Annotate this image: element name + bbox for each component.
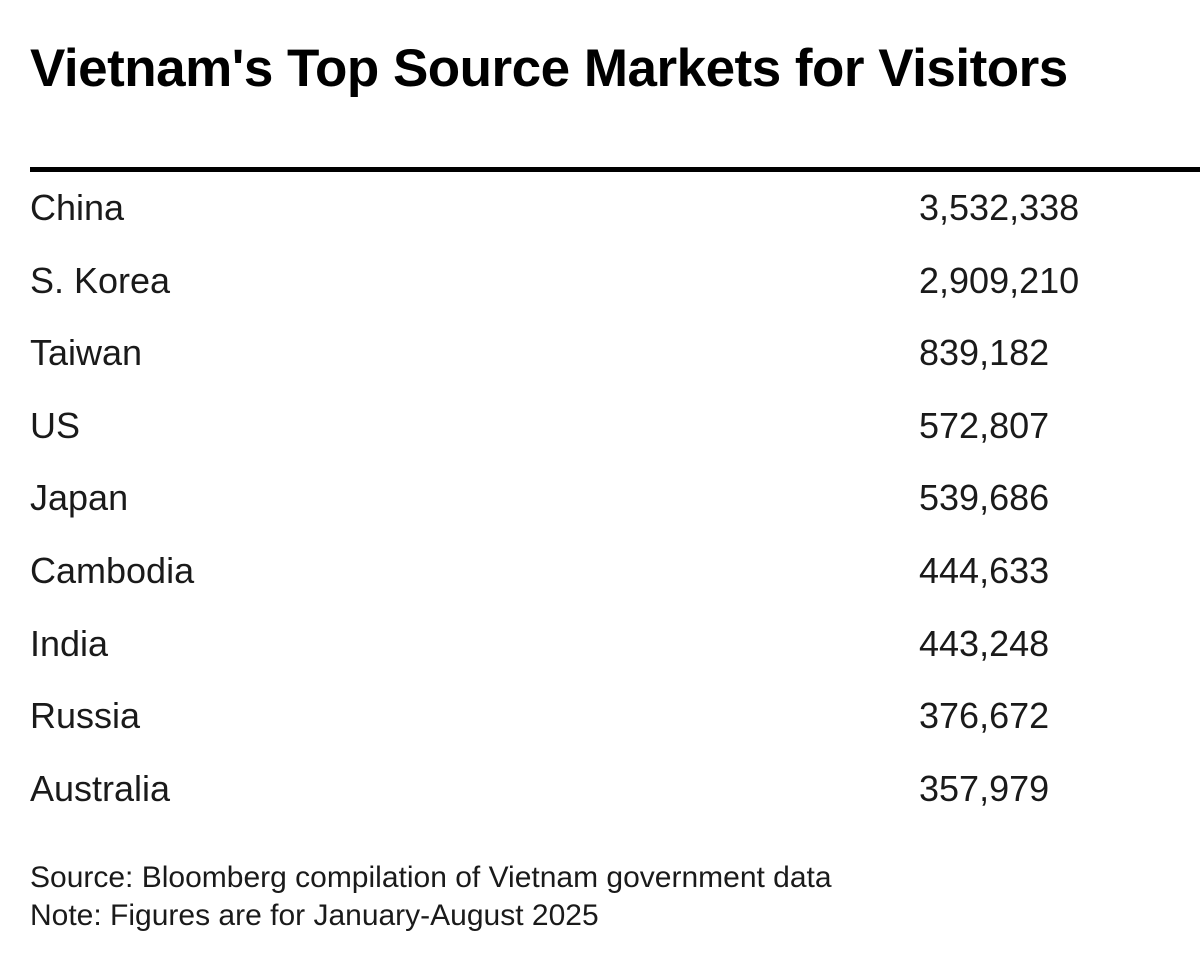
market-name-cell: Taiwan xyxy=(30,332,143,374)
source-note: Source: Bloomberg compilation of Vietnam… xyxy=(30,861,832,894)
visitor-count-cell: 357,979 xyxy=(919,767,1050,809)
table-row: Japan 539,686 xyxy=(30,462,1200,535)
table-row: US 572,807 xyxy=(30,390,1200,463)
market-name-cell: S. Korea xyxy=(30,259,171,301)
table-row: Taiwan 839,182 xyxy=(30,317,1200,390)
visitor-count-cell: 443,248 xyxy=(919,622,1050,664)
visitor-count-cell: 3,532,338 xyxy=(919,187,1080,228)
chart-title: Vietnam's Top Source Markets for Visitor… xyxy=(30,39,1068,98)
market-name-cell: China xyxy=(30,187,125,228)
market-name-cell: Japan xyxy=(30,477,129,519)
data-table: China 3,532,338 S. Korea 2,909,210 Taiwan 839… xyxy=(30,172,1200,825)
visitor-count-cell: 444,633 xyxy=(919,549,1050,591)
table-top-rule xyxy=(30,167,1200,172)
table-row: India 443,248 xyxy=(30,608,1200,681)
visitor-count-cell: 2,909,210 xyxy=(919,259,1080,301)
market-name-cell: US xyxy=(30,404,81,446)
table-row: Cambodia 444,633 xyxy=(30,535,1200,608)
visitor-count-cell: 539,686 xyxy=(919,477,1050,519)
market-name-cell: Russia xyxy=(30,695,141,737)
market-name-cell: India xyxy=(30,622,109,664)
market-name-cell: Australia xyxy=(30,767,171,809)
period-note: Note: Figures are for January-August 202… xyxy=(30,899,599,932)
table-row: Australia 357,979 xyxy=(30,753,1200,826)
market-name-cell: Cambodia xyxy=(30,549,195,591)
visitor-count-cell: 572,807 xyxy=(919,404,1050,446)
visitor-count-cell: 376,672 xyxy=(919,695,1050,737)
table-row: S. Korea 2,909,210 xyxy=(30,245,1200,318)
table-row: China 3,532,338 xyxy=(30,172,1200,245)
visitor-count-cell: 839,182 xyxy=(919,332,1050,374)
table-row: Russia 376,672 xyxy=(30,680,1200,753)
